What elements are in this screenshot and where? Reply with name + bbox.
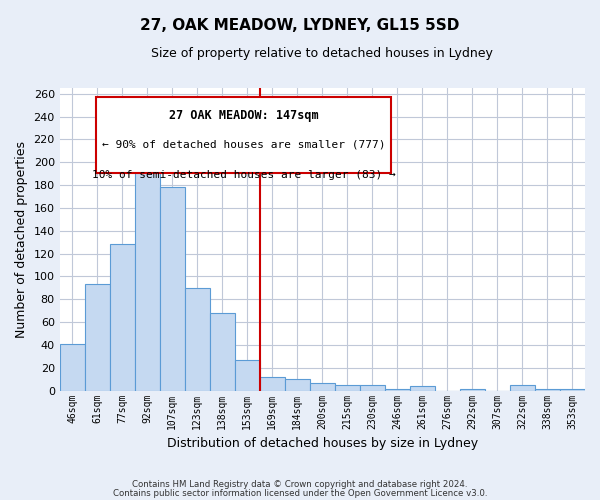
Bar bbox=[310, 382, 335, 390]
Bar bbox=[85, 284, 110, 391]
Text: ← 90% of detached houses are smaller (777): ← 90% of detached houses are smaller (77… bbox=[102, 140, 385, 149]
Bar bbox=[210, 313, 235, 390]
Text: 27 OAK MEADOW: 147sqm: 27 OAK MEADOW: 147sqm bbox=[169, 109, 319, 122]
Text: 10% of semi-detached houses are larger (83) →: 10% of semi-detached houses are larger (… bbox=[92, 170, 395, 180]
Title: Size of property relative to detached houses in Lydney: Size of property relative to detached ho… bbox=[151, 48, 493, 60]
Bar bbox=[410, 386, 435, 390]
Bar bbox=[260, 377, 285, 390]
Bar bbox=[160, 188, 185, 390]
Bar bbox=[135, 156, 160, 390]
Text: Contains public sector information licensed under the Open Government Licence v3: Contains public sector information licen… bbox=[113, 488, 487, 498]
Bar bbox=[285, 379, 310, 390]
Bar bbox=[235, 360, 260, 390]
X-axis label: Distribution of detached houses by size in Lydney: Distribution of detached houses by size … bbox=[167, 437, 478, 450]
FancyBboxPatch shape bbox=[97, 97, 391, 173]
Text: 27, OAK MEADOW, LYDNEY, GL15 5SD: 27, OAK MEADOW, LYDNEY, GL15 5SD bbox=[140, 18, 460, 32]
Bar bbox=[360, 385, 385, 390]
Bar bbox=[185, 288, 210, 390]
Text: Contains HM Land Registry data © Crown copyright and database right 2024.: Contains HM Land Registry data © Crown c… bbox=[132, 480, 468, 489]
Bar bbox=[510, 385, 535, 390]
Bar bbox=[59, 344, 85, 391]
Bar bbox=[335, 385, 360, 390]
Bar bbox=[110, 244, 135, 390]
Y-axis label: Number of detached properties: Number of detached properties bbox=[15, 141, 28, 338]
